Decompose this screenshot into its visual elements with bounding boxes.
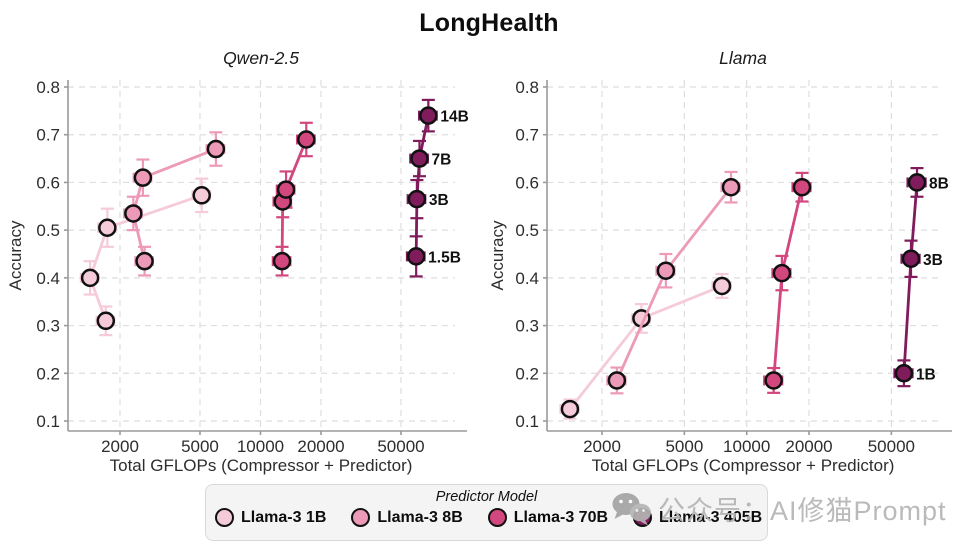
y-tick-label: 0.2: [515, 364, 539, 383]
data-point: [712, 276, 732, 296]
data-point: [80, 268, 100, 288]
data-point: [656, 261, 676, 280]
point-label: 3B: [429, 192, 449, 209]
series-llama-3-405b: 1.5B 3B 7B 14B: [405, 98, 469, 278]
y-tick-label: 0.3: [36, 317, 60, 336]
data-point: [124, 204, 143, 223]
x-tick-label: 20000: [297, 437, 344, 456]
legend-item-label: Llama-3 405B: [659, 508, 763, 526]
legend-item: Llama-3 405B: [633, 508, 762, 527]
point-label: 1B: [916, 366, 936, 383]
y-tick-label: 0.7: [515, 126, 539, 145]
data-point: [410, 149, 429, 168]
data-point: [764, 371, 783, 390]
x-axis-label: Total GFLOPs (Compressor + Predictor): [110, 456, 413, 475]
data-point: [272, 251, 292, 271]
y-tick-label: 0.4: [515, 269, 539, 288]
x-tick-label: 20000: [785, 437, 832, 456]
y-axis-label: Accuracy: [6, 220, 25, 290]
series-llama-3-8b: [123, 131, 226, 277]
y-tick-label: 0.8: [515, 78, 539, 97]
point-label: 1.5B: [428, 249, 461, 266]
series-line: [772, 186, 804, 381]
y-tick-label: 0.5: [36, 221, 60, 240]
data-point: [419, 106, 438, 125]
point-label: 7B: [431, 152, 451, 169]
data-point: [772, 263, 792, 283]
data-point: [297, 130, 316, 149]
y-tick-label: 0.8: [36, 78, 60, 97]
data-point: [206, 139, 226, 159]
legend-title: Predictor Model: [435, 489, 538, 505]
data-point: [607, 371, 627, 390]
legend-marker-icon: [633, 508, 653, 527]
subplot-qwen-2-5: 0.1 0.2 0.3 0.4 0.5 0.6 0.7 0.8 2000 5000 10000 200…: [6, 48, 469, 475]
legend-item-label: Llama-3 8B: [377, 508, 463, 526]
y-tick-label: 0.6: [515, 173, 539, 192]
legend-item: Llama-3 70B: [487, 508, 609, 527]
legend-items: Llama-3 1B Llama-3 8B Llama-3 70B Llama-3 4…: [206, 508, 767, 527]
legend-item: Llama-3 8B: [351, 508, 463, 527]
data-point: [406, 247, 426, 266]
x-tick-label: 50000: [377, 437, 424, 456]
data-point: [907, 173, 927, 192]
x-axis-label: Total GFLOPs (Compressor + Predictor): [592, 456, 895, 475]
point-label: 14B: [440, 109, 468, 126]
series-line: [131, 147, 217, 262]
data-point: [407, 189, 427, 209]
data-point: [192, 186, 211, 205]
x-tick-label: 10000: [723, 437, 770, 456]
figure-title: LongHealth: [419, 9, 559, 37]
y-tick-label: 0.1: [515, 412, 539, 431]
legend-marker-icon: [215, 508, 234, 527]
data-point: [98, 218, 117, 238]
data-point: [96, 311, 116, 331]
series-llama-3-8b: [606, 170, 741, 395]
x-tick-label: 10000: [237, 437, 284, 456]
predictor-model-legend: Predictor Model Llama-3 1B Llama-3 8B Llam…: [205, 484, 768, 541]
x-tick-label: 5000: [181, 437, 219, 456]
y-tick-label: 0.1: [36, 412, 60, 431]
series-llama-3-1b: [559, 272, 732, 420]
y-tick-label: 0.3: [515, 317, 539, 336]
subplot-llama: 0.1 0.2 0.3 0.4 0.5 0.6 0.7 0.8 2000 5000 10000 200…: [488, 48, 952, 475]
subplot-title: Llama: [719, 48, 767, 68]
legend-item: Llama-3 1B: [215, 508, 326, 527]
y-tick-label: 0.4: [36, 269, 60, 288]
y-tick-label: 0.6: [36, 173, 60, 192]
data-point: [721, 177, 741, 197]
x-tick-label: 2000: [101, 437, 139, 456]
series-llama-3-405b: 1B 3B 8B: [893, 167, 949, 388]
legend-item-label: Llama-3 70B: [513, 508, 609, 526]
data-point: [133, 168, 153, 187]
series-llama-3-1b: [79, 177, 212, 337]
data-point: [560, 399, 580, 419]
legend-marker-icon: [487, 508, 507, 527]
series-llama-3-70b: [271, 121, 316, 277]
series-llama-3-70b: [763, 171, 812, 394]
x-tick-label: 2000: [583, 437, 621, 456]
point-label: 3B: [923, 252, 943, 269]
data-point: [135, 251, 154, 271]
data-point: [901, 249, 921, 269]
x-tick-label: 5000: [665, 437, 703, 456]
series-line: [88, 193, 203, 322]
point-label: 8B: [929, 175, 949, 192]
y-tick-label: 0.2: [36, 364, 60, 383]
legend-marker-icon: [351, 508, 371, 527]
subplot-title: Qwen-2.5: [223, 48, 299, 68]
x-tick-label: 50000: [868, 437, 915, 456]
y-axis-label: Accuracy: [488, 220, 507, 290]
data-point: [894, 364, 914, 383]
y-tick-label: 0.7: [36, 126, 60, 145]
series-line: [414, 115, 430, 257]
legend-item-label: Llama-3 1B: [241, 508, 327, 526]
data-point: [792, 177, 812, 197]
data-point: [276, 180, 296, 199]
y-tick-label: 0.5: [515, 221, 539, 240]
